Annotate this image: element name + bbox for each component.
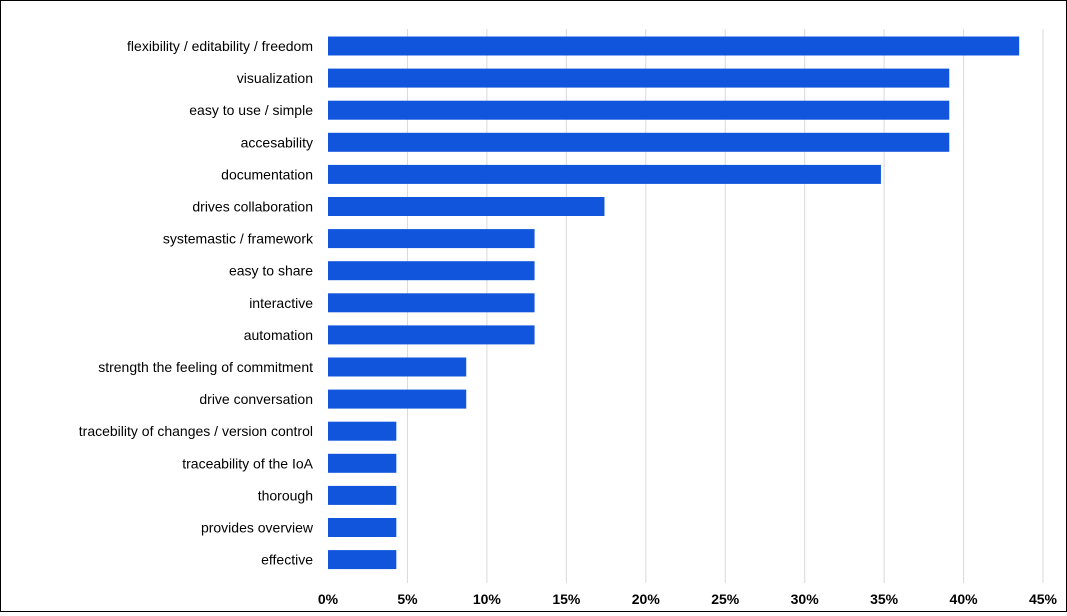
x-tick-label: 30%	[791, 591, 820, 607]
category-label: easy to use / simple	[189, 102, 313, 118]
category-label: provides overview	[201, 520, 314, 536]
x-tick-label: 0%	[318, 591, 339, 607]
category-label: systemastic / framework	[163, 231, 314, 247]
category-labels: flexibility / editability / freedom visua…	[79, 38, 314, 568]
category-label: traceability of the IoA	[182, 455, 313, 471]
category-label: interactive	[249, 295, 313, 311]
category-label: accesability	[241, 134, 313, 150]
bar	[328, 36, 1020, 56]
x-tick-label: 5%	[397, 591, 418, 607]
bars	[328, 36, 1020, 570]
category-label: tracebility of changes / version control	[79, 423, 313, 439]
x-tick-label: 45%	[1029, 591, 1058, 607]
bar	[328, 518, 397, 537]
bar	[328, 261, 535, 281]
category-label: documentation	[221, 166, 313, 182]
category-label: effective	[261, 552, 313, 568]
x-tick-label: 10%	[473, 591, 502, 607]
bar	[328, 485, 397, 505]
bar	[328, 68, 950, 88]
bar	[328, 421, 397, 441]
x-tick-label: 20%	[632, 591, 661, 607]
category-label: flexibility / editability / freedom	[127, 38, 313, 54]
bar	[328, 132, 950, 152]
category-label: drive conversation	[199, 391, 313, 407]
bar	[328, 453, 397, 473]
category-label: strength the feeling of commitment	[98, 359, 313, 375]
bar	[328, 550, 397, 570]
gridlines	[406, 29, 1044, 583]
bar	[328, 197, 605, 216]
x-tick-label: 15%	[552, 591, 581, 607]
bar	[328, 293, 535, 313]
bar	[328, 389, 467, 409]
x-tick-label: 35%	[870, 591, 899, 607]
bar	[328, 325, 535, 345]
x-tick-label: 25%	[711, 591, 740, 607]
category-label: visualization	[237, 70, 313, 86]
x-tick-labels: 0% 5% 10% 15% 20% 25% 30% 35% 40% 45%	[318, 591, 1058, 607]
category-label: easy to share	[229, 263, 313, 279]
category-label: thorough	[258, 487, 313, 503]
category-label: automation	[244, 327, 313, 343]
bar	[328, 164, 881, 184]
bar	[328, 229, 535, 249]
category-label: drives collaboration	[192, 199, 313, 215]
bar	[328, 357, 467, 377]
bar	[328, 100, 950, 120]
x-tick-label: 40%	[950, 591, 979, 607]
